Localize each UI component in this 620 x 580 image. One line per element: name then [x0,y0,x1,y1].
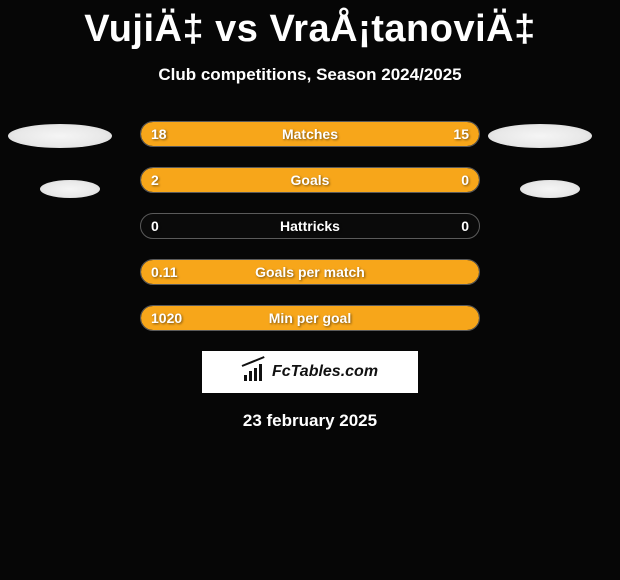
stat-fill-left [141,168,405,192]
player-shadow-left-top [8,124,112,148]
stat-row: 0.11 Goals per match [140,259,480,285]
date-label: 23 february 2025 [0,411,620,431]
logo-text: FcTables.com [272,363,378,381]
stat-label: Min per goal [269,310,351,326]
player-shadow-left-bottom [40,180,100,198]
stat-row: 1020 Min per goal [140,305,480,331]
stat-label: Goals [291,172,330,188]
subtitle: Club competitions, Season 2024/2025 [0,65,620,85]
stat-value-right: 0 [461,218,469,234]
player-shadow-right-bottom [520,180,580,198]
fctables-logo[interactable]: FcTables.com [202,351,418,393]
stat-value-left: 1020 [151,310,182,326]
player-shadow-right-top [488,124,592,148]
stat-value-right: 15 [453,126,469,142]
logo-chart-icon [242,363,266,381]
stat-row: 0 0 Hattricks [140,213,480,239]
stat-value-left: 18 [151,126,167,142]
stat-value-left: 0 [151,218,159,234]
page-title: VujiÄ‡ vs VraÅ¡tanoviÄ‡ [0,0,620,51]
stats-container: 18 15 Matches 2 0 Goals 0 0 Hattricks 0.11 Goals p… [140,121,480,331]
stat-value-left: 0.11 [151,264,177,280]
stat-value-left: 2 [151,172,159,188]
stat-label: Goals per match [255,264,365,280]
stat-label: Hattricks [280,218,340,234]
stat-value-right: 0 [461,172,469,188]
stat-label: Matches [282,126,338,142]
stat-row: 18 15 Matches [140,121,480,147]
stat-row: 2 0 Goals [140,167,480,193]
